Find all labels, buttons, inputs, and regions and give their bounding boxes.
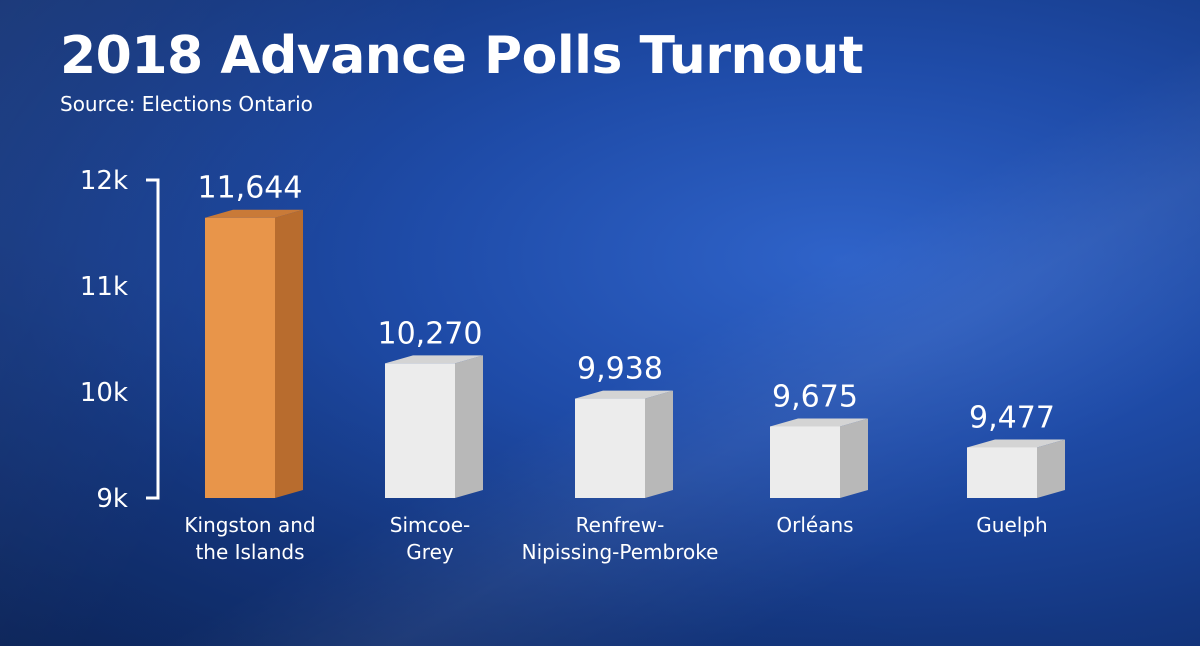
- value-label: 9,938: [577, 352, 663, 387]
- bar-front: [575, 398, 645, 498]
- bar-front: [205, 217, 275, 498]
- value-labels: 11,644 10,270 9,938 9,675 9,477: [198, 171, 1055, 436]
- category-label: Guelph: [976, 513, 1047, 537]
- bar: [967, 439, 1065, 498]
- value-label: 9,675: [772, 379, 858, 414]
- bar-top: [575, 390, 673, 399]
- bar: [575, 390, 673, 498]
- bar-front: [385, 363, 455, 498]
- bar-front: [770, 426, 840, 498]
- chart-source: Source: Elections Ontario: [60, 92, 313, 116]
- bar-side: [455, 355, 483, 498]
- bars: [205, 209, 1065, 498]
- category-label: Nipissing-Pembroke: [522, 540, 719, 564]
- value-label: 10,270: [378, 316, 483, 351]
- y-axis: 9k 10k 11k 12k: [80, 166, 160, 514]
- chart-title: 2018 Advance Polls Turnout: [60, 26, 864, 86]
- bar-side: [840, 418, 868, 498]
- y-tick-label: 9k: [96, 484, 128, 514]
- category-label: Orléans: [776, 513, 853, 537]
- category-label: Renfrew-: [576, 513, 665, 537]
- category-label: Grey: [406, 540, 454, 564]
- y-tick-label: 12k: [80, 166, 128, 196]
- bar-top: [385, 355, 483, 364]
- category-label: Simcoe-: [390, 513, 471, 537]
- bar-side: [275, 209, 303, 498]
- bar: [385, 355, 483, 498]
- bar-top: [770, 418, 868, 427]
- bar-front: [967, 447, 1037, 498]
- value-label: 9,477: [969, 400, 1055, 435]
- bar-side: [1037, 439, 1065, 498]
- bar-top: [205, 209, 303, 218]
- y-tick-label: 10k: [80, 378, 128, 408]
- bar-top: [967, 439, 1065, 448]
- bar: [205, 209, 303, 498]
- y-tick-label: 11k: [80, 272, 128, 302]
- bar: [770, 418, 868, 498]
- category-label: Kingston and: [184, 513, 315, 537]
- bar-side: [645, 390, 673, 498]
- category-labels: Kingston and the Islands Simcoe- Grey Renfre…: [184, 513, 1047, 564]
- value-label: 11,644: [198, 171, 303, 206]
- category-label: the Islands: [195, 540, 304, 564]
